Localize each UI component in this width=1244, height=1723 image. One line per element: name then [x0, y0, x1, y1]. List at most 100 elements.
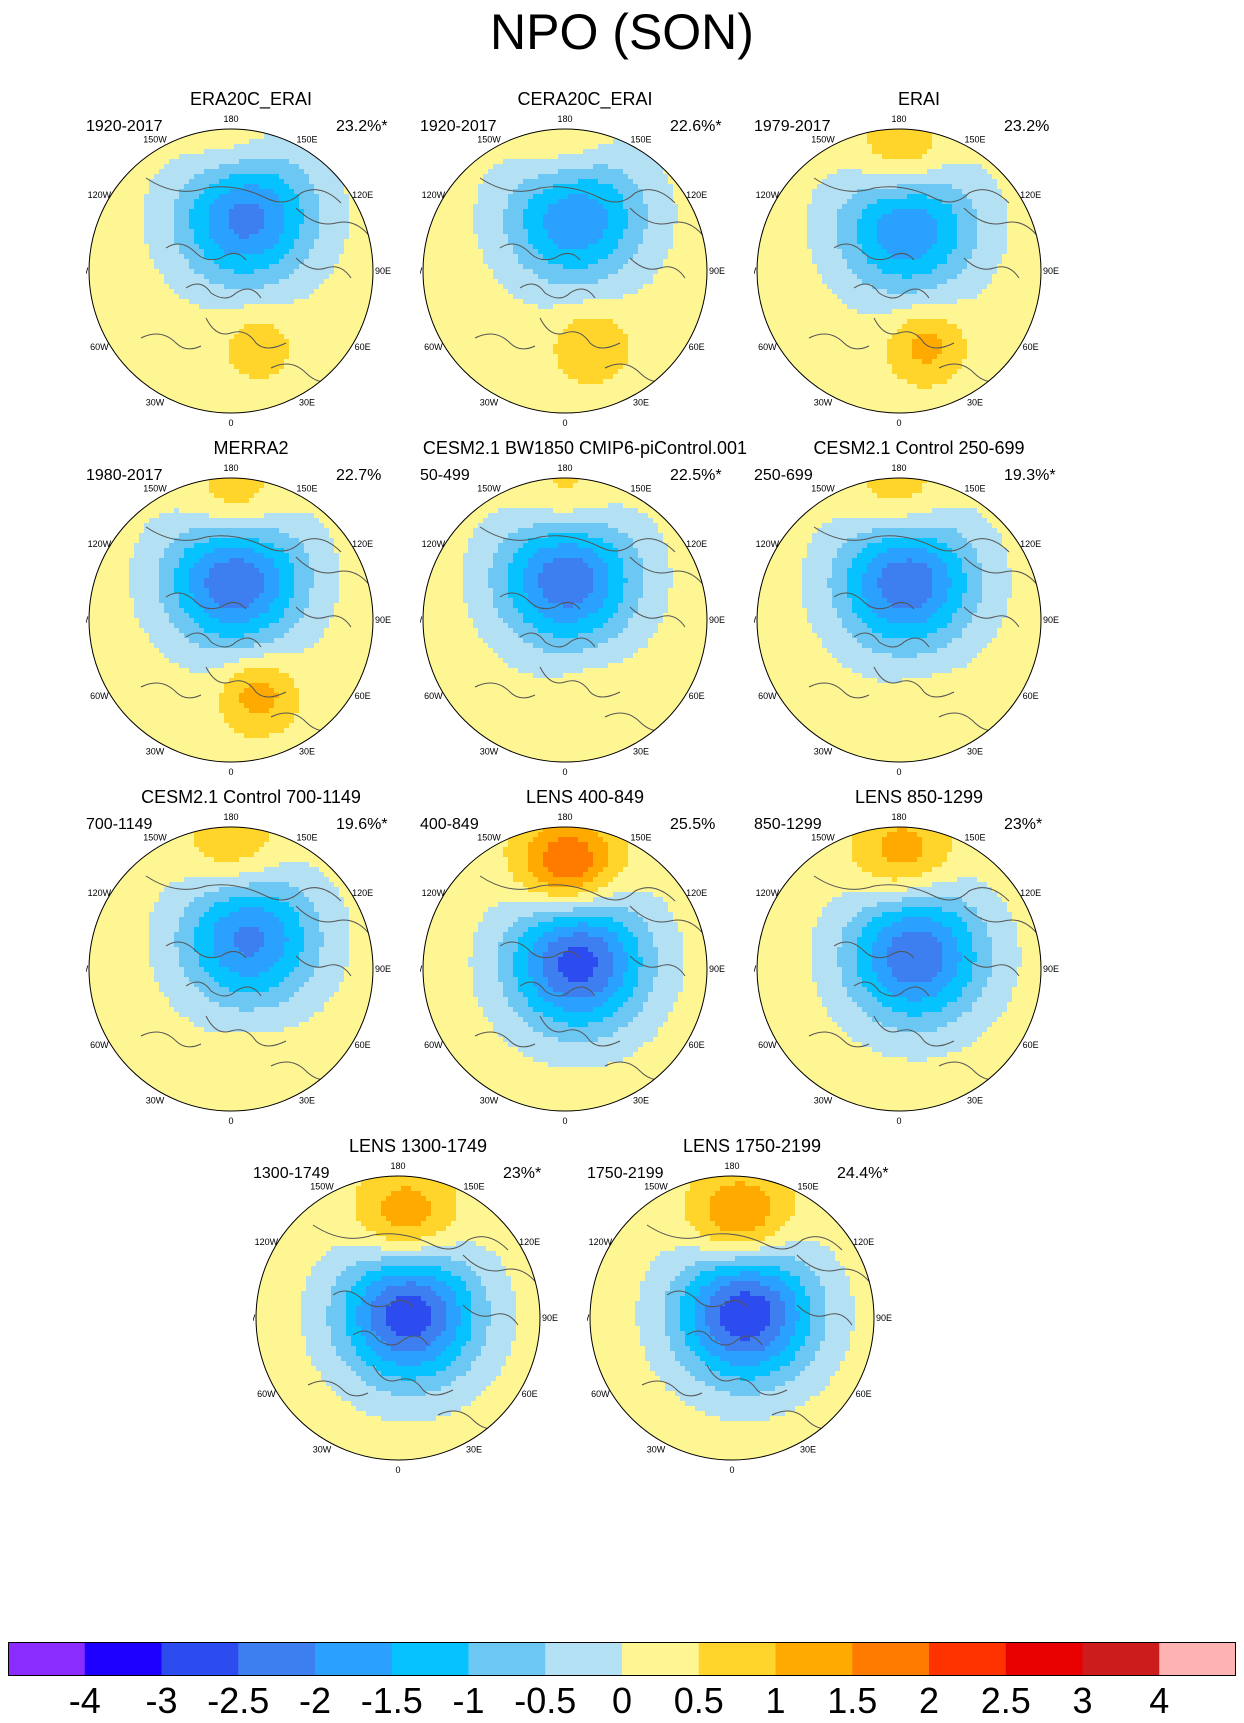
contour-cell — [209, 139, 215, 145]
contour-cell — [304, 304, 310, 310]
contour-cell — [314, 319, 320, 325]
contour-cell — [553, 299, 559, 305]
contour-cell — [533, 149, 539, 155]
contour-cell — [199, 219, 205, 225]
contour-cell — [294, 174, 300, 180]
contour-cell — [294, 339, 300, 345]
contour-cell — [613, 224, 619, 230]
contour-cell — [443, 329, 449, 335]
contour-cell — [204, 354, 210, 360]
contour-cell — [154, 229, 160, 235]
contour-cell — [254, 234, 260, 240]
contour-cell — [269, 264, 275, 270]
contour-cell — [638, 314, 644, 320]
contour-cell — [169, 264, 175, 270]
contour-cell — [613, 204, 619, 210]
contour-cell — [698, 249, 704, 255]
contour-cell — [344, 304, 350, 310]
contour-cell — [164, 189, 170, 195]
contour-cell — [104, 279, 110, 285]
contour-cell — [234, 359, 240, 365]
contour-cell — [144, 149, 150, 155]
contour-cell — [324, 259, 330, 265]
contour-cell — [209, 309, 215, 315]
contour-cell — [543, 339, 549, 345]
contour-cell — [683, 324, 689, 330]
contour-cell — [483, 164, 489, 170]
contour-cell — [159, 344, 165, 350]
contour-cell — [299, 369, 305, 375]
contour-cell — [693, 234, 699, 240]
contour-cell — [623, 154, 629, 160]
contour-cell — [164, 229, 170, 235]
contour-cell — [174, 144, 180, 150]
contour-cell — [89, 279, 95, 285]
contour-cell — [259, 304, 265, 310]
contour-cell — [648, 349, 654, 355]
contour-cell — [194, 339, 200, 345]
contour-cell — [628, 214, 634, 220]
contour-cell — [144, 349, 150, 355]
contour-cell — [234, 289, 240, 295]
contour-cell — [364, 269, 370, 275]
contour-cell — [259, 224, 265, 230]
contour-cell — [354, 309, 360, 315]
contour-cell — [234, 374, 240, 380]
contour-cell — [269, 214, 275, 220]
contour-cell — [144, 284, 150, 290]
contour-cell — [164, 249, 170, 255]
contour-cell — [618, 214, 624, 220]
contour-cell — [668, 249, 674, 255]
contour-cell — [224, 159, 230, 165]
contour-cell — [344, 254, 350, 260]
longitude-label: 150E — [296, 134, 317, 144]
contour-cell — [244, 229, 250, 235]
contour-cell — [154, 174, 160, 180]
contour-cell — [274, 389, 280, 395]
contour-cell — [369, 274, 373, 280]
contour-cell — [279, 309, 285, 315]
contour-cell — [488, 279, 494, 285]
contour-cell — [648, 179, 654, 185]
contour-cell — [698, 289, 704, 295]
contour-cell — [184, 249, 190, 255]
contour-cell — [593, 264, 599, 270]
contour-cell — [239, 239, 245, 245]
contour-cell — [443, 264, 449, 270]
contour-cell — [109, 184, 115, 190]
contour-cell — [453, 314, 459, 320]
contour-cell — [693, 259, 699, 265]
contour-cell — [274, 144, 280, 150]
contour-cell — [159, 174, 165, 180]
contour-cell — [503, 204, 509, 210]
contour-cell — [199, 324, 205, 330]
contour-cell — [478, 214, 484, 220]
contour-cell — [279, 344, 285, 350]
contour-cell — [224, 389, 230, 395]
contour-cell — [159, 324, 165, 330]
contour-cell — [254, 404, 260, 410]
contour-cell — [224, 174, 230, 180]
contour-cell — [269, 249, 275, 255]
contour-cell — [558, 179, 564, 185]
contour-cell — [194, 269, 200, 275]
contour-cell — [483, 184, 489, 190]
contour-cell — [289, 344, 295, 350]
contour-cell — [339, 349, 345, 355]
contour-cell — [189, 394, 195, 400]
contour-cell — [249, 264, 255, 270]
contour-cell — [114, 234, 120, 240]
contour-cell — [299, 309, 305, 315]
contour-cell — [653, 179, 659, 185]
contour-cell — [443, 324, 449, 330]
contour-cell — [683, 259, 689, 265]
contour-cell — [688, 214, 694, 220]
contour-cell — [169, 254, 175, 260]
contour-cell — [284, 244, 290, 250]
contour-cell — [269, 194, 275, 200]
contour-cell — [169, 259, 175, 265]
contour-cell — [194, 229, 200, 235]
contour-cell — [468, 249, 474, 255]
contour-cell — [154, 179, 160, 185]
contour-cell — [309, 219, 315, 225]
